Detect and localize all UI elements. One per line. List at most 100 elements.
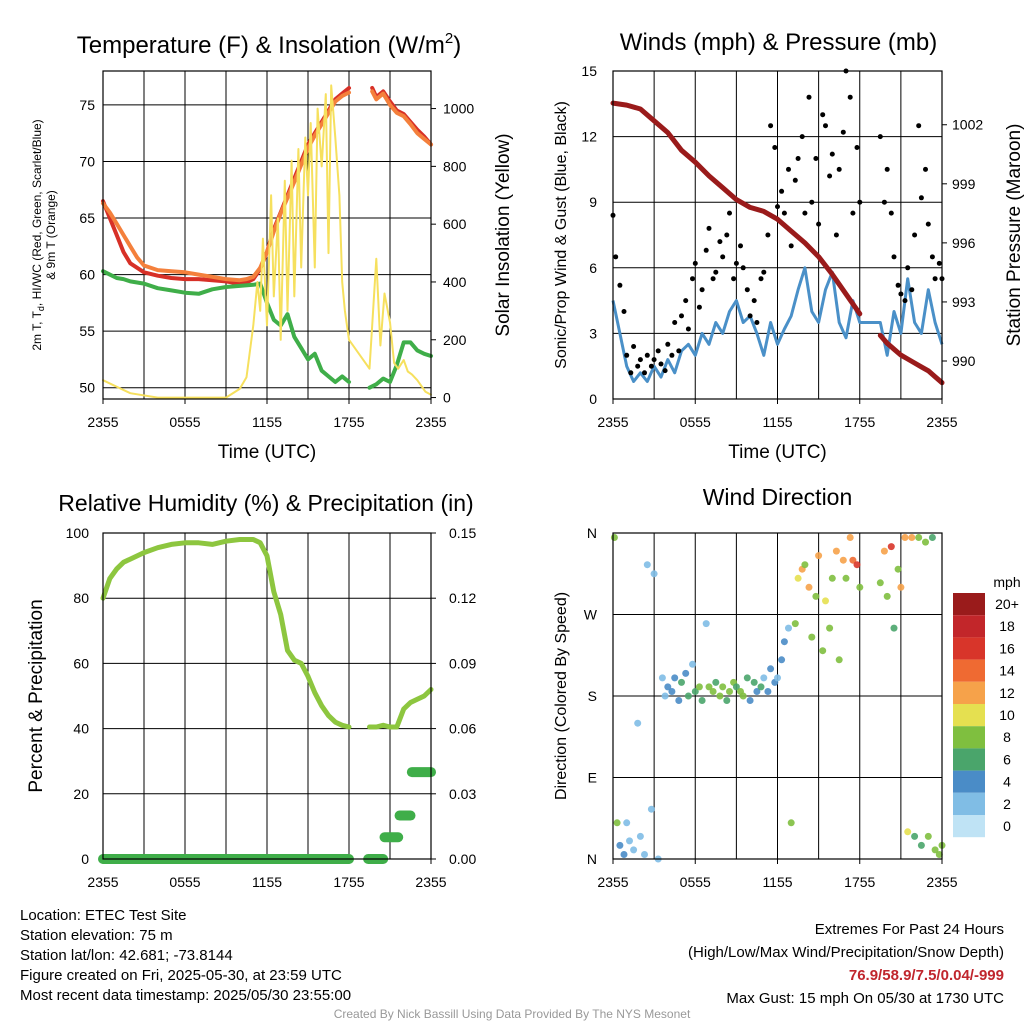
legend-swatch bbox=[953, 770, 985, 793]
legend-label: 10 bbox=[999, 707, 1015, 723]
gust-point bbox=[662, 368, 668, 374]
y2-tick-label: 996 bbox=[952, 235, 976, 251]
gust-point bbox=[706, 225, 712, 231]
dir-point bbox=[778, 656, 786, 664]
wind-title: Winds (mph) & Pressure (mb) bbox=[620, 29, 937, 56]
gust-point bbox=[902, 298, 908, 304]
x-tick-label: 1155 bbox=[762, 414, 792, 430]
x-tick-label: 2355 bbox=[926, 874, 957, 890]
legend-swatch bbox=[953, 815, 985, 838]
temp-title-sup: 2 bbox=[445, 30, 453, 47]
series-pressure bbox=[877, 332, 945, 386]
dir-point bbox=[812, 592, 820, 600]
x-tick-label: 2355 bbox=[87, 414, 118, 430]
x-tick-label: 0555 bbox=[680, 874, 711, 890]
gust-point bbox=[816, 221, 822, 227]
gust-point bbox=[744, 287, 750, 293]
gust-point bbox=[685, 326, 691, 332]
dir-point bbox=[647, 805, 655, 813]
gust-point bbox=[621, 309, 627, 314]
dir-point bbox=[626, 837, 633, 845]
gust-point bbox=[888, 210, 894, 216]
dir-point bbox=[785, 624, 792, 632]
y2-tick-label: 0.00 bbox=[449, 851, 476, 867]
y-tick-label: 80 bbox=[73, 590, 89, 606]
dir-point bbox=[702, 620, 710, 628]
gust-point bbox=[758, 276, 764, 282]
y-tick-label: 50 bbox=[79, 380, 95, 396]
y-tick-label: 0 bbox=[81, 851, 89, 867]
temp-y2label: Solar Insolation (Yellow) bbox=[493, 133, 514, 336]
gust-point bbox=[631, 344, 637, 349]
station-elevation: Station elevation: 75 m bbox=[20, 927, 173, 944]
dir-point bbox=[634, 719, 642, 727]
dir-title: Wind Direction bbox=[703, 484, 853, 510]
temp-ylabel-part2: , HI/WC (Red, Green, Scarlet/Blue) bbox=[30, 119, 44, 306]
dir-point bbox=[928, 534, 936, 541]
wind-y2label: Station Pressure (Maroon) bbox=[1004, 124, 1024, 347]
gust-point bbox=[658, 361, 664, 367]
gust-point bbox=[909, 287, 915, 293]
rh-ylabel: Percent & Precipitation bbox=[26, 599, 47, 792]
gust-point bbox=[624, 352, 630, 358]
gust-point bbox=[717, 239, 723, 245]
temp-frame bbox=[102, 70, 432, 400]
x-tick-label: 2355 bbox=[87, 874, 118, 890]
dir-point bbox=[705, 683, 713, 691]
station-info: Location: ETEC Test Site Station elevati… bbox=[20, 906, 351, 1006]
gust-point bbox=[761, 269, 767, 275]
dir-point bbox=[835, 656, 843, 664]
dir-point bbox=[780, 638, 788, 646]
x-tick-label: 0555 bbox=[680, 414, 711, 430]
y-tick-label: N bbox=[587, 525, 597, 541]
dir-point bbox=[924, 832, 932, 840]
x-tick-label: 1755 bbox=[333, 874, 364, 890]
gust-point bbox=[683, 298, 689, 304]
dir-point bbox=[901, 534, 909, 541]
gust-point bbox=[895, 282, 901, 288]
dir-point bbox=[846, 534, 854, 541]
dir-point bbox=[815, 552, 823, 560]
gust-point bbox=[720, 254, 726, 260]
gust-point bbox=[916, 123, 922, 129]
legend-title: mph bbox=[993, 574, 1020, 590]
temp-ylabel-line1: 2m T, Td, HI/WC (Red, Green, Scarlet/Blu… bbox=[30, 119, 46, 350]
dir-frame bbox=[612, 532, 943, 860]
y2-tick-label: 800 bbox=[443, 158, 467, 174]
y-tick-label: 70 bbox=[79, 153, 95, 169]
series-9m-t bbox=[370, 89, 433, 147]
legend-label: 16 bbox=[999, 640, 1015, 656]
dir-point bbox=[739, 692, 747, 700]
legend-label: 2 bbox=[1003, 796, 1011, 812]
legend-label: 0 bbox=[1003, 818, 1011, 834]
dir-point bbox=[684, 692, 692, 700]
legend-label: 20+ bbox=[995, 596, 1019, 612]
dir-point bbox=[839, 556, 847, 564]
dir-point bbox=[842, 574, 850, 582]
gust-point bbox=[765, 232, 771, 238]
dir-point bbox=[643, 561, 651, 569]
dir-point bbox=[726, 688, 733, 695]
gust-point bbox=[881, 199, 887, 205]
gust-point bbox=[847, 94, 853, 100]
gust-point bbox=[775, 204, 780, 210]
speed-legend: mph 20+ 18 16 14 12 10 8 6 4 2 0 bbox=[953, 574, 1021, 838]
y-tick-label: 12 bbox=[581, 129, 597, 145]
y2-tick-label: 0.15 bbox=[449, 525, 476, 541]
series-9m-t bbox=[101, 90, 351, 283]
y2-tick-label: 400 bbox=[443, 274, 467, 290]
gust-point bbox=[833, 232, 839, 238]
gust-point bbox=[768, 123, 774, 129]
x-tick-label: 2355 bbox=[597, 874, 628, 890]
gust-point bbox=[637, 357, 643, 363]
dir-point bbox=[719, 683, 727, 691]
dir-point bbox=[732, 683, 740, 691]
dir-point bbox=[897, 583, 905, 591]
dir-point bbox=[908, 534, 916, 541]
x-tick-label: 2355 bbox=[415, 874, 446, 890]
y-tick-label: W bbox=[584, 607, 598, 623]
y2-tick-label: 200 bbox=[443, 332, 467, 348]
gust-point bbox=[731, 276, 737, 282]
gust-point bbox=[642, 370, 647, 376]
gust-point bbox=[829, 151, 835, 157]
